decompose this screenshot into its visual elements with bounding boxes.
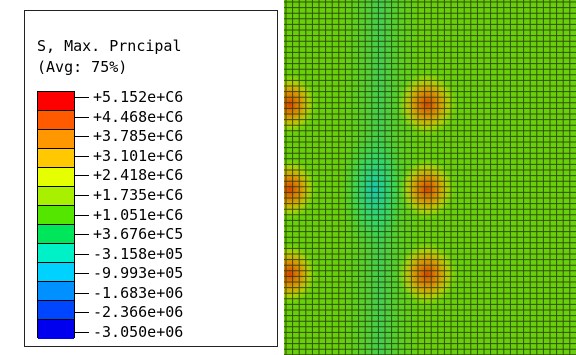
color-band	[38, 149, 74, 168]
stress-hotspot	[397, 242, 457, 306]
legend-subtitle: (Avg: 75%)	[37, 58, 128, 76]
tick-mark	[75, 273, 89, 275]
tick-label: +1.735e+C6	[93, 185, 184, 204]
color-band	[38, 263, 74, 282]
tick-mark	[75, 292, 89, 294]
stress-hotspot	[284, 74, 316, 134]
color-band	[38, 282, 74, 301]
color-band	[38, 206, 74, 225]
tick-mark	[75, 234, 89, 236]
tick-label: -1.683e+06	[93, 283, 184, 302]
color-band	[38, 244, 74, 263]
color-band	[38, 111, 74, 130]
tick-mark	[75, 136, 89, 138]
tick-mark	[75, 332, 89, 333]
tick-label: -3.050e+06	[93, 323, 184, 341]
tick-mark	[75, 97, 89, 98]
tick-label: +3.785e+C6	[93, 127, 184, 146]
tick-mark	[75, 312, 89, 314]
tick-mark	[75, 253, 89, 255]
tick-mark	[75, 194, 89, 196]
stress-hotspot	[399, 159, 455, 219]
stress-hotspot	[284, 244, 316, 304]
tick-label: +4.468e+C6	[93, 107, 184, 126]
tick-mark	[75, 175, 89, 177]
legend-title: S, Max. Prncipal	[37, 37, 182, 55]
color-band	[38, 225, 74, 244]
tick-label: -2.366e+06	[93, 303, 184, 322]
legend-panel: S, Max. Prncipal (Avg: 75%) +5.152e+C6 +4…	[24, 10, 278, 347]
tick-label: +1.051e+C6	[93, 205, 184, 224]
color-band	[38, 130, 74, 149]
tick-label: -9.993e+05	[93, 264, 184, 283]
tick-label: -3.158e+05	[93, 244, 184, 263]
color-band	[38, 301, 74, 320]
color-band	[38, 320, 74, 339]
tick-label: +3.676e+C5	[93, 225, 184, 244]
mesh-grid	[284, 0, 576, 355]
color-band	[38, 187, 74, 206]
tick-label: +2.418e+C6	[93, 166, 184, 185]
tick-mark	[75, 214, 89, 216]
color-band	[38, 168, 74, 187]
color-scale	[37, 91, 75, 339]
tick-list: +5.152e+C6 +4.468e+C6 +3.785e+C6 +3.101e+C6…	[75, 88, 275, 341]
tick-mark	[75, 155, 89, 157]
tick-label: +3.101e+C6	[93, 146, 184, 165]
color-band	[38, 92, 74, 111]
stress-hotspot	[397, 72, 457, 136]
contour-plot[interactable]	[284, 0, 576, 355]
tick-mark	[75, 116, 89, 118]
tick-label: +5.152e+C6	[93, 88, 184, 106]
